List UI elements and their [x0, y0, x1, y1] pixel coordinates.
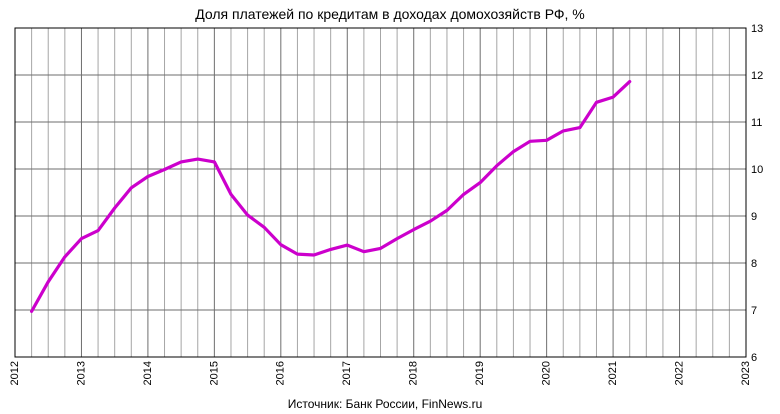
- data-point: [130, 186, 133, 189]
- x-tick-label: 2012: [9, 361, 21, 385]
- chart-title: Доля платежей по кредитам в доходах домо…: [195, 6, 585, 22]
- data-point: [595, 101, 598, 104]
- data-point: [562, 129, 565, 133]
- data-point: [30, 310, 33, 313]
- x-tick-label: 2022: [673, 361, 685, 385]
- source-note: Источник: Банк России, FinNews.ru: [288, 397, 483, 411]
- data-point: [578, 126, 582, 129]
- data-point: [229, 193, 233, 196]
- grid: [14, 27, 747, 358]
- data-point: [146, 175, 150, 178]
- y-tick-label: 10: [751, 164, 763, 176]
- y-tick-label: 11: [751, 117, 762, 129]
- x-tick-label: 2020: [541, 361, 553, 385]
- data-point: [528, 140, 532, 143]
- data-point: [246, 213, 249, 217]
- x-tick-label: 2015: [208, 361, 220, 385]
- data-point: [362, 250, 366, 253]
- series-group: [30, 79, 632, 313]
- data-point: [395, 237, 399, 240]
- data-point: [63, 255, 67, 259]
- x-tick-label: 2018: [408, 361, 420, 385]
- data-point: [312, 253, 316, 257]
- y-tick-label: 13: [751, 23, 763, 35]
- y-tick-label: 8: [751, 258, 757, 270]
- data-point: [611, 95, 615, 99]
- data-point: [163, 168, 166, 171]
- x-tick-label: 2016: [275, 361, 287, 385]
- data-point: [545, 139, 548, 142]
- data-point: [113, 206, 116, 210]
- data-point: [412, 228, 415, 231]
- x-tick-label: 2013: [75, 361, 87, 385]
- y-tick-label: 6: [751, 352, 757, 364]
- data-point: [263, 226, 266, 229]
- data-point: [96, 229, 100, 232]
- data-point: [478, 181, 482, 184]
- data-point: [512, 150, 515, 153]
- data-point: [179, 160, 183, 164]
- data-point: [379, 247, 382, 250]
- data-point: [346, 243, 349, 247]
- x-tick-label: 2019: [474, 361, 486, 385]
- data-point: [462, 193, 465, 196]
- x-tick-label: 2023: [740, 361, 752, 385]
- data-point: [628, 80, 631, 83]
- y-tick-label: 12: [751, 70, 763, 82]
- data-point: [213, 160, 216, 164]
- data-point: [445, 209, 449, 212]
- data-point: [495, 164, 498, 167]
- data-point: [296, 252, 299, 256]
- y-tick-label: 7: [751, 305, 757, 317]
- x-tick-label: 2014: [142, 361, 154, 385]
- x-axis: 2012 2013 2014 2015 2016 2017 2018 2019 2020 2021…: [9, 361, 752, 385]
- x-tick-label: 2017: [341, 361, 353, 385]
- data-point: [196, 157, 199, 161]
- data-point: [429, 219, 432, 223]
- x-tick-label: 2021: [607, 361, 619, 385]
- y-axis: 6 7 8 9 10 11 12 13: [751, 23, 763, 364]
- y-tick-label: 9: [751, 211, 757, 223]
- data-point: [279, 243, 283, 246]
- data-point: [80, 237, 83, 240]
- plot-area: [14, 27, 747, 358]
- data-point: [47, 280, 50, 283]
- data-point: [329, 248, 332, 251]
